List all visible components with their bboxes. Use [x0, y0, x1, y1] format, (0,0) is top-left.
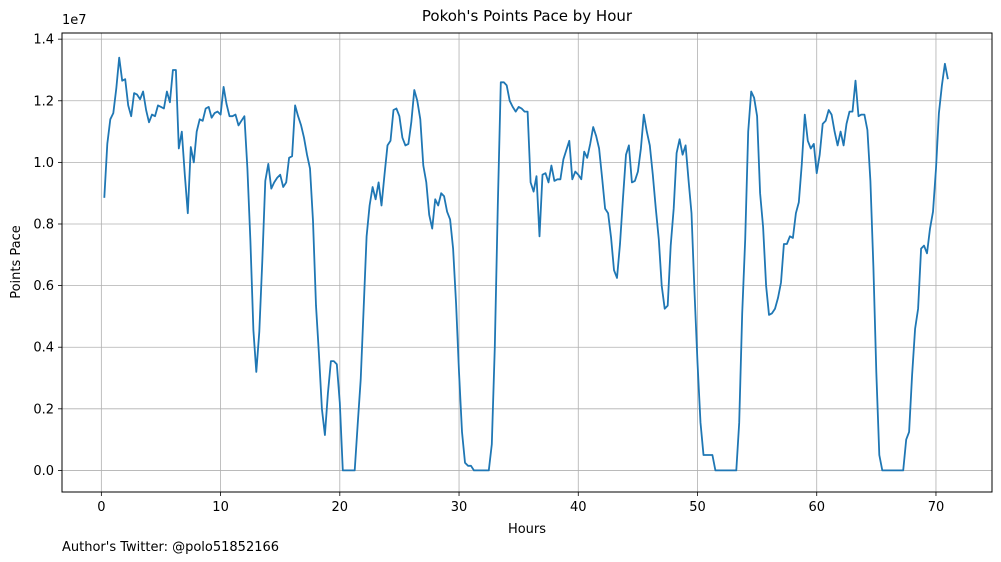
x-tick-label: 0 — [97, 500, 105, 515]
y-tick-label: 0.6 — [33, 279, 54, 294]
y-tick-label: 0.4 — [33, 341, 54, 356]
x-tick-label: 30 — [451, 500, 468, 515]
x-tick-label: 20 — [332, 500, 349, 515]
x-tick-label: 50 — [689, 500, 706, 515]
x-axis-label: Hours — [508, 522, 546, 537]
x-tick-label: 60 — [808, 500, 825, 515]
series-line — [103, 56, 949, 472]
y-axis-label: Points Pace — [9, 225, 24, 299]
y-tick-label: 1.4 — [33, 33, 54, 48]
y-offset-label: 1e7 — [62, 13, 87, 28]
y-tick-label: 0.8 — [33, 217, 54, 232]
series-layer — [103, 56, 949, 472]
y-tick-label: 1.0 — [33, 156, 54, 171]
y-tick-label: 0.0 — [33, 464, 54, 479]
y-tick-label: 1.2 — [33, 94, 54, 109]
y-axis: 0.0 0.2 0.4 0.6 0.8 1.0 1.2 1.4 — [33, 33, 62, 479]
x-tick-label: 10 — [212, 500, 229, 515]
author-twitter-note: Author's Twitter: @polo51852166 — [62, 540, 279, 555]
x-tick-label: 70 — [928, 500, 945, 515]
plot-frame — [61, 32, 993, 493]
grid — [62, 33, 992, 492]
x-tick-label: 40 — [570, 500, 587, 515]
y-tick-label: 0.2 — [33, 402, 54, 417]
x-axis: 0 10 20 30 40 50 60 70 — [97, 492, 944, 515]
chart-title: Pokoh's Points Pace by Hour — [422, 7, 633, 25]
